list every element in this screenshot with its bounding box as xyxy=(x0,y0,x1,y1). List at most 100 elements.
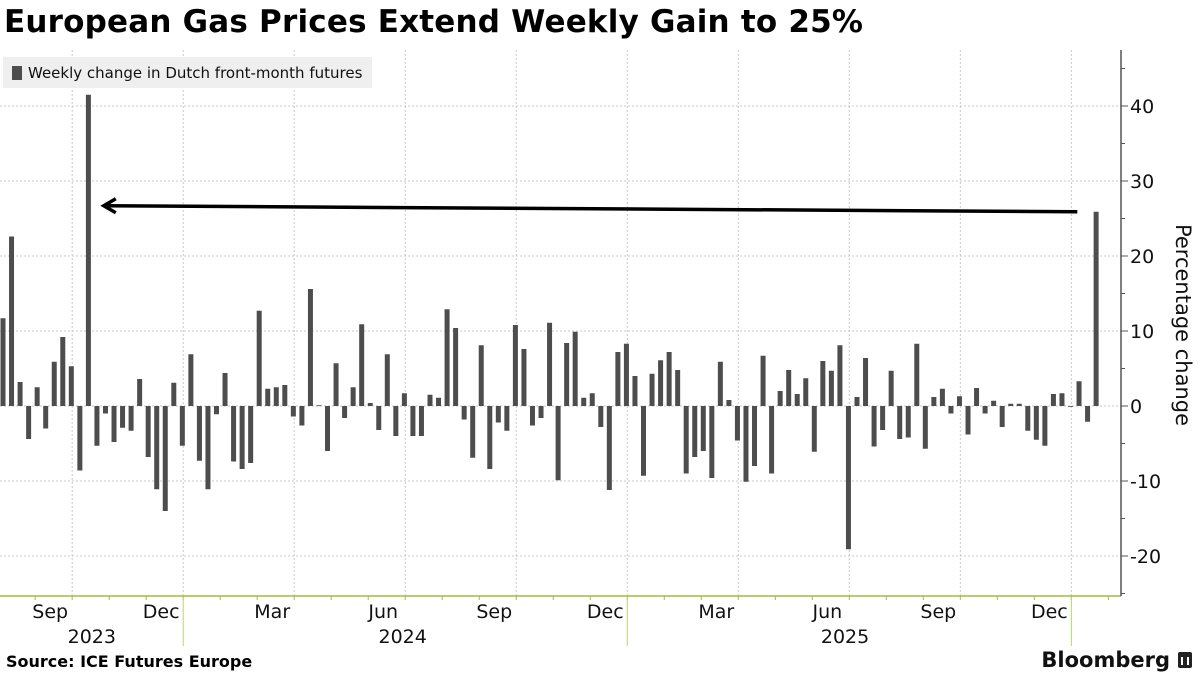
bar xyxy=(34,387,40,406)
bar xyxy=(820,361,826,406)
bar xyxy=(51,361,57,406)
bar xyxy=(461,406,467,420)
bar xyxy=(248,406,254,463)
bar xyxy=(26,406,32,439)
bar xyxy=(974,388,980,406)
bar xyxy=(316,405,322,407)
bar xyxy=(1016,403,1022,406)
bar xyxy=(265,388,271,406)
bar xyxy=(837,345,843,406)
bar xyxy=(991,400,997,406)
bar xyxy=(598,406,604,427)
bar xyxy=(444,309,450,406)
bar xyxy=(606,406,612,490)
bloomberg-logo: Bloomberg xyxy=(1041,648,1192,672)
bar xyxy=(555,406,561,481)
bar xyxy=(1076,381,1082,406)
bar xyxy=(60,337,66,406)
bar xyxy=(529,406,535,426)
bar xyxy=(214,406,219,415)
bar xyxy=(333,363,339,406)
bar xyxy=(495,406,501,423)
bar xyxy=(43,406,49,429)
x-tick-label: Sep xyxy=(920,601,956,623)
bar xyxy=(854,397,860,406)
bar xyxy=(734,406,740,441)
bar xyxy=(128,406,134,431)
bar xyxy=(845,406,851,550)
x-tick-label: Sep xyxy=(32,601,68,623)
x-tick-label: Dec xyxy=(143,601,180,623)
bar xyxy=(222,373,228,406)
bar xyxy=(307,289,313,406)
bar xyxy=(726,400,732,406)
bar xyxy=(581,397,587,406)
bar xyxy=(547,322,553,406)
bar xyxy=(350,387,356,406)
source-note: Source: ICE Futures Europe xyxy=(6,652,253,671)
bar xyxy=(478,345,484,406)
y-tick-label: -20 xyxy=(1130,546,1161,568)
gridlines xyxy=(0,50,1121,596)
bar xyxy=(521,349,527,406)
bar xyxy=(470,406,476,458)
chart-title: European Gas Prices Extend Weekly Gain t… xyxy=(4,4,864,40)
bar xyxy=(777,391,783,406)
bar xyxy=(239,406,245,469)
bar xyxy=(85,94,91,406)
bar xyxy=(538,406,544,418)
bar xyxy=(769,406,775,474)
bar xyxy=(700,406,706,451)
x-tick-label: Jun xyxy=(367,601,398,623)
bar xyxy=(623,343,629,406)
bar xyxy=(897,406,903,439)
bar xyxy=(982,406,988,414)
annotation-arrow xyxy=(100,197,1078,215)
bar xyxy=(632,376,638,406)
bar xyxy=(1042,406,1048,446)
bar xyxy=(273,387,279,406)
bar xyxy=(863,358,869,406)
bar xyxy=(137,379,143,406)
bar xyxy=(1059,393,1065,406)
y-tick-label: 30 xyxy=(1130,171,1154,193)
bar xyxy=(410,406,416,436)
bar xyxy=(401,393,407,406)
bar xyxy=(658,360,664,406)
arrow-head-icon xyxy=(100,197,117,215)
x-tick-label: Mar xyxy=(254,601,290,623)
brand-name: Bloomberg xyxy=(1041,648,1170,672)
bar xyxy=(1008,403,1014,406)
bar xyxy=(683,406,689,474)
x-tick-label: Dec xyxy=(1031,601,1068,623)
axes: -20 -10 0 10 20 30 40 Sep Dec Mar Jun Sep Dec Mar Jun S… xyxy=(0,50,1161,648)
bar xyxy=(965,406,971,435)
bar xyxy=(880,406,886,430)
bloomberg-terminal-icon xyxy=(1178,652,1192,668)
x-year-label: 2024 xyxy=(378,626,426,648)
bar xyxy=(675,370,681,406)
bar xyxy=(94,406,100,446)
bars xyxy=(0,94,1099,550)
bar xyxy=(188,354,194,406)
bar xyxy=(171,382,177,406)
y-tick-label: 20 xyxy=(1130,246,1154,268)
legend: Weekly change in Dutch front-month futur… xyxy=(3,57,373,88)
bar xyxy=(120,406,126,428)
bar xyxy=(811,406,817,452)
bar xyxy=(1050,394,1056,406)
x-year-label: 2025 xyxy=(821,626,869,648)
y-tick-label: 10 xyxy=(1130,321,1154,343)
y-axis-label: Percentage change xyxy=(1171,224,1195,426)
bar xyxy=(453,328,459,406)
bar xyxy=(427,394,433,406)
bar xyxy=(752,406,758,466)
bar xyxy=(786,370,792,406)
bar xyxy=(1068,406,1073,407)
x-tick-label: Sep xyxy=(476,601,512,623)
x-year-label: 2023 xyxy=(68,626,116,648)
bar xyxy=(179,406,185,446)
bar xyxy=(999,406,1005,427)
bar xyxy=(342,406,348,418)
